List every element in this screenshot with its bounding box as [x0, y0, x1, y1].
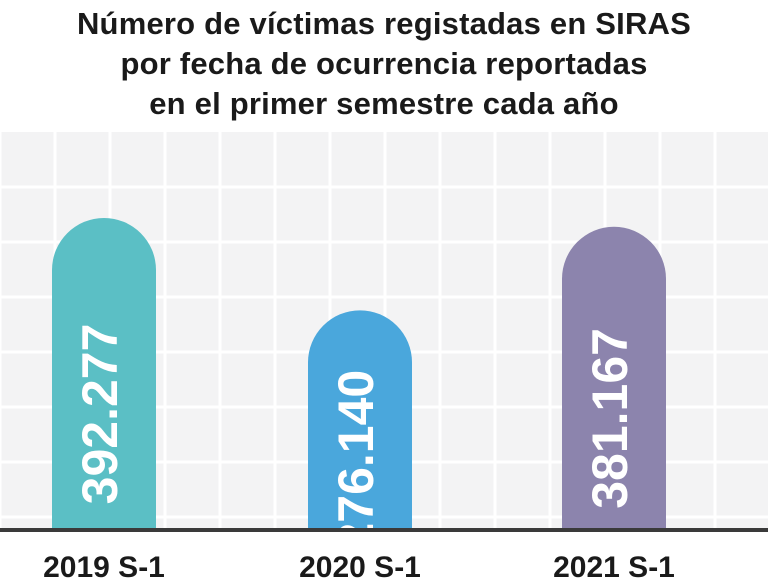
category-label: 2019 S-1: [43, 551, 165, 584]
chart-title-line-2: por fecha de ocurrencia reportadas: [120, 46, 648, 81]
category-labels: 2019 S-1 2020 S-1 2021 S-1: [43, 551, 675, 584]
chart-title-line-3: en el primer semestre cada año: [149, 86, 619, 121]
bar-value-label: 392.277: [72, 324, 128, 505]
bar-value-label: 381.167: [582, 328, 638, 509]
bar-2021-s-1: [562, 226, 666, 530]
category-label: 2021 S-1: [553, 551, 675, 584]
chart-title: Número de víctimas registadas en SIRAS p…: [0, 4, 768, 124]
bars-group: 392.277 276.140 381.167: [52, 217, 666, 551]
category-label: 2020 S-1: [299, 551, 421, 584]
bar-2019-s-1: [52, 217, 156, 531]
bar-2020-s-1: [308, 310, 412, 530]
bar-value-label: 276.140: [328, 370, 384, 551]
chart-title-line-1: Número de víctimas registadas en SIRAS: [76, 6, 692, 41]
